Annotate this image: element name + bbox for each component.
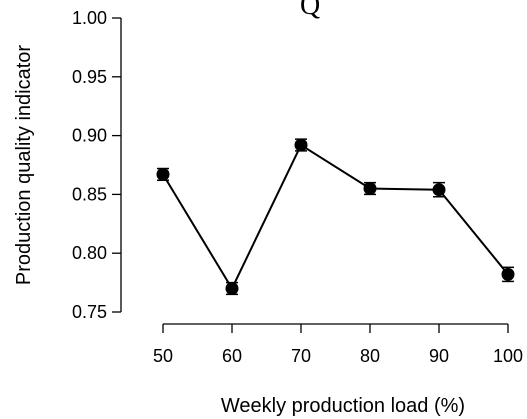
plot-area <box>156 138 515 296</box>
y-axis: 0.75 0.80 0.85 0.90 0.95 1.00 <box>72 8 122 322</box>
y-tick-label: 0.80 <box>72 243 107 263</box>
x-tick-label: 100 <box>493 346 523 366</box>
x-axis: 50 60 70 80 90 100 <box>153 323 523 366</box>
data-point <box>501 267 515 281</box>
x-axis-title: Weekly production load (%) <box>221 395 465 417</box>
x-tick-label: 60 <box>222 346 242 366</box>
y-tick-label: 0.75 <box>72 302 107 322</box>
data-point <box>432 183 446 197</box>
data-point <box>225 281 239 295</box>
y-tick-label: 0.85 <box>72 184 107 204</box>
y-tick-label: 0.90 <box>72 126 107 146</box>
x-tick-label: 90 <box>429 346 449 366</box>
y-tick-label: 1.00 <box>72 8 107 28</box>
series-line <box>162 143 509 291</box>
y-axis-title: Production quality indicator <box>13 45 35 285</box>
x-tick-label: 50 <box>153 346 173 366</box>
x-tick-label: 80 <box>360 346 380 366</box>
data-point <box>363 182 377 196</box>
data-point <box>156 167 170 181</box>
y-tick-label: 0.95 <box>72 67 107 87</box>
data-point <box>294 138 308 152</box>
x-tick-label: 70 <box>291 346 311 366</box>
chart-title: Q <box>300 0 320 21</box>
